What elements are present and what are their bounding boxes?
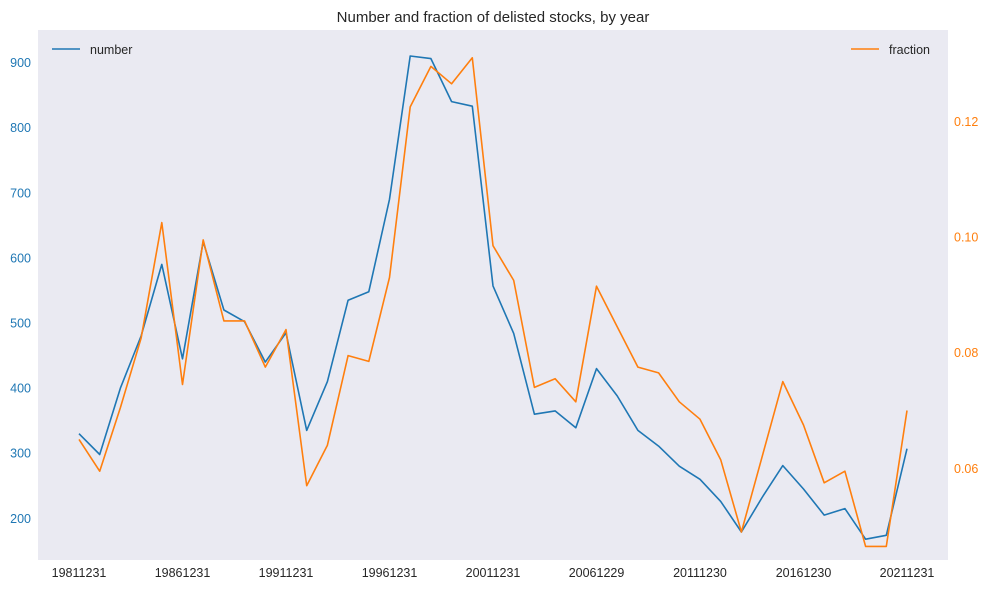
x-tick-label: 20011231 xyxy=(466,566,521,580)
legend-left: number xyxy=(52,43,132,57)
y-right-tick-label: 0.06 xyxy=(954,462,978,476)
series-line-fraction xyxy=(78,56,908,548)
y-left-tick-label: 800 xyxy=(10,121,31,135)
x-tick-label: 20061229 xyxy=(569,566,625,580)
y-right-tick-label: 0.08 xyxy=(954,346,978,360)
x-tick-label: 20161230 xyxy=(776,566,832,580)
x-tick-label: 20211231 xyxy=(880,566,935,580)
y-right-tick-label: 0.12 xyxy=(954,115,978,129)
y-left-tick-label: 500 xyxy=(10,316,31,330)
y-left-tick-label: 700 xyxy=(10,186,31,200)
series-line-number xyxy=(78,55,908,541)
y-left-tick-label: 200 xyxy=(10,512,31,526)
chart-title: Number and fraction of delisted stocks, … xyxy=(337,9,650,26)
x-tick-label: 19811231 xyxy=(52,566,107,580)
x-tick-label: 19861231 xyxy=(155,566,211,580)
y-left-tick-label: 600 xyxy=(10,251,31,265)
legend-right: fraction xyxy=(851,43,930,57)
legend-label-number: number xyxy=(90,43,132,57)
x-tick-label: 20111230 xyxy=(673,566,727,580)
y-left-tick-label: 300 xyxy=(10,447,31,461)
plot-area xyxy=(38,30,948,560)
legend-label-fraction: fraction xyxy=(889,43,930,57)
x-tick-label: 19911231 xyxy=(259,566,314,580)
y-left-tick-label: 900 xyxy=(10,56,31,70)
x-tick-label: 19961231 xyxy=(362,566,418,580)
y-left-tick-label: 400 xyxy=(10,382,31,396)
y-right-tick-label: 0.10 xyxy=(954,231,978,245)
